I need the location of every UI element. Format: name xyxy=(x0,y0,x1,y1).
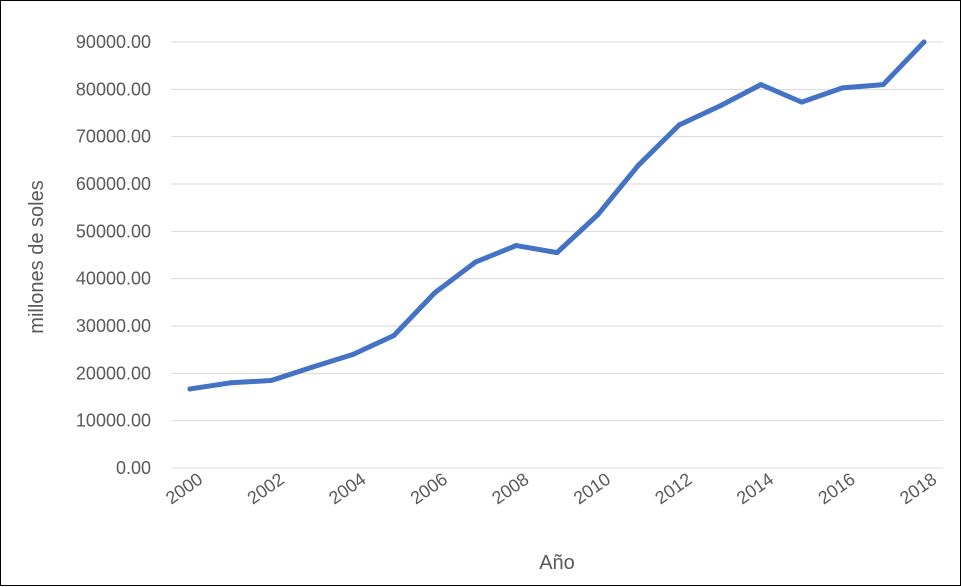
x-tick-label: 2000 xyxy=(162,469,206,508)
data-point xyxy=(921,39,927,45)
series-line-0 xyxy=(187,39,927,392)
data-point xyxy=(350,351,356,357)
y-tick-label: 90000.00 xyxy=(76,32,151,52)
y-axis-ticks: 0.00 10000.00 20000.00 30000.00 40000.00 5000… xyxy=(76,32,151,478)
data-point xyxy=(595,212,601,218)
x-tick-label: 2008 xyxy=(488,469,532,508)
series-layer xyxy=(187,39,927,392)
y-tick-label: 60000.00 xyxy=(76,174,151,194)
data-point xyxy=(432,290,438,296)
y-axis-title: millones de soles xyxy=(26,180,48,333)
y-tick-label: 30000.00 xyxy=(76,316,151,336)
data-point xyxy=(187,386,193,392)
x-tick-label: 2002 xyxy=(244,469,288,508)
data-point xyxy=(228,380,234,386)
data-point xyxy=(758,82,764,88)
y-tick-label: 20000.00 xyxy=(76,363,151,383)
x-axis-title: Año xyxy=(539,552,575,574)
data-point xyxy=(269,377,275,383)
y-tick-label: 70000.00 xyxy=(76,127,151,147)
data-point xyxy=(554,250,560,256)
y-tick-label: 50000.00 xyxy=(76,221,151,241)
y-tick-label: 80000.00 xyxy=(76,79,151,99)
data-point xyxy=(513,243,519,249)
x-axis-ticks: 2000 2002 2004 2006 2008 2010 2012 2014 2016 2018 xyxy=(162,469,940,508)
x-tick-label: 2018 xyxy=(896,469,940,508)
y-tick-label: 0.00 xyxy=(116,458,151,478)
data-point xyxy=(880,82,886,88)
data-point xyxy=(472,259,478,265)
y-tick-label: 10000.00 xyxy=(76,411,151,431)
data-point xyxy=(636,162,642,168)
x-tick-label: 2012 xyxy=(651,469,695,508)
data-point xyxy=(717,103,723,109)
data-point xyxy=(309,364,315,370)
data-point xyxy=(391,332,397,338)
x-tick-label: 2004 xyxy=(325,469,369,508)
x-tick-label: 2010 xyxy=(570,469,614,508)
y-tick-label: 40000.00 xyxy=(76,269,151,289)
data-point xyxy=(839,85,845,91)
x-tick-label: 2014 xyxy=(733,469,777,508)
data-point xyxy=(799,99,805,105)
data-point xyxy=(676,122,682,128)
x-tick-label: 2016 xyxy=(814,469,858,508)
x-tick-label: 2006 xyxy=(407,469,451,508)
